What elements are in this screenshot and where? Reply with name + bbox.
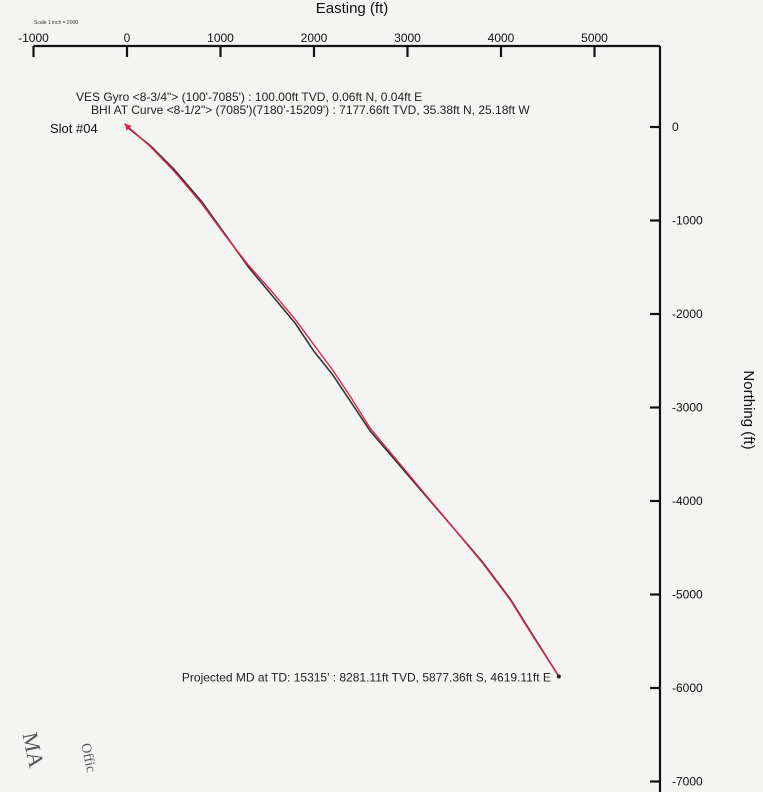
x-tick-label: 1000 <box>207 31 234 45</box>
x-tick-label: 0 <box>124 31 131 45</box>
y-tick-label: 0 <box>672 120 679 134</box>
y-tick-label: -4000 <box>672 494 703 508</box>
x-tick-label: 2000 <box>301 31 328 45</box>
slot-label: Slot #04 <box>50 121 98 136</box>
annotation-projected-td: Projected MD at TD: 15315' : 8281.11ft T… <box>182 671 551 685</box>
series-layer <box>124 123 561 679</box>
y-axis-title: Northing (ft) <box>740 370 757 449</box>
y-tick-label: -6000 <box>672 681 703 695</box>
x-tick-label: 3000 <box>394 31 421 45</box>
x-tick-label: 5000 <box>581 31 608 45</box>
end-point <box>556 674 561 679</box>
annotation-layer: VES Gyro <8-3/4"> (100'-7085') : 100.00f… <box>50 90 551 685</box>
series-line-1 <box>126 126 560 677</box>
x-tick-label: -1000 <box>18 31 49 45</box>
x-axis-title: Easting (ft) <box>316 0 389 17</box>
y-tick-label: -3000 <box>672 401 703 415</box>
annotation-ves-gyro: VES Gyro <8-3/4"> (100'-7085') : 100.00f… <box>76 90 422 104</box>
start-marker <box>124 123 132 131</box>
x-axis: -1000 0 1000 2000 3000 4000 5000 <box>18 31 660 57</box>
annotation-bhi-curve: BHI AT Curve <8-1/2"> (7085')(7180'-1520… <box>91 103 530 117</box>
y-tick-label: -7000 <box>672 775 703 789</box>
y-axis: 0 -1000 -2000 -3000 -4000 -5000 -6000 -7000 <box>650 46 703 792</box>
series-line-2 <box>124 123 560 677</box>
y-tick-label: -2000 <box>672 307 703 321</box>
scale-label: Scale 1 inch = 2000 <box>34 20 78 26</box>
y-tick-label: -1000 <box>672 214 703 228</box>
x-tick-label: 4000 <box>488 31 515 45</box>
y-tick-label: -5000 <box>672 588 703 602</box>
